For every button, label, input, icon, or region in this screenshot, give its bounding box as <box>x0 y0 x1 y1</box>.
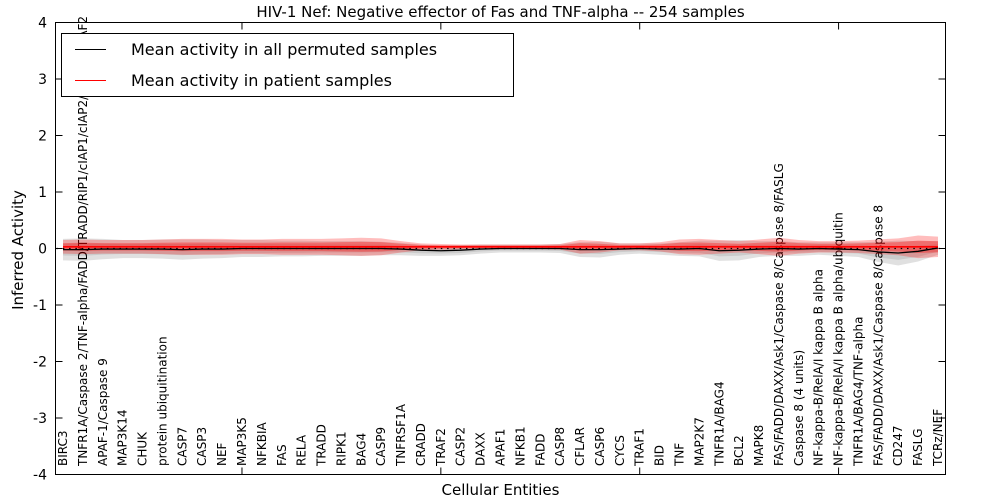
x-tick-label: NF-kappa-B/RelA/I kappa B alpha/ubiquiti… <box>832 212 846 466</box>
x-tick-label: NF-kappa-B/RelA/I kappa B alpha <box>812 269 826 466</box>
permuted-mean-line <box>63 247 939 254</box>
x-tick-label: TNFR1A/BAG4/TNF-alpha <box>851 317 865 467</box>
y-axis-label: Inferred Activity <box>9 190 27 310</box>
x-tick-label: TNFR1A/BAG4 <box>712 381 726 467</box>
y-tick-label: -4 <box>33 468 47 484</box>
patient-line-sample-icon <box>75 79 106 81</box>
x-tick-label: CASP7 <box>175 427 189 466</box>
x-tick-label: TRADD <box>315 424 329 467</box>
x-tick-label: APAF1 <box>494 429 508 466</box>
x-tick-label: CASP6 <box>593 427 607 466</box>
x-tick-label: FASLG <box>911 428 925 466</box>
x-tick-label: CRADD <box>414 423 428 466</box>
x-tick-label: TRAF1 <box>633 428 647 467</box>
x-tick-label: BIRC3 <box>56 430 70 466</box>
x-tick-label: NEF <box>215 442 229 466</box>
y-tick-label: -1 <box>33 298 47 314</box>
x-tick-label: CASP2 <box>454 427 468 466</box>
x-tick-label: APAF-1/Caspase 9 <box>96 358 110 466</box>
x-tick-label: CASP8 <box>553 427 567 466</box>
x-tick-label: DAXX <box>474 432 488 466</box>
x-tick-label: NFKB1 <box>513 426 527 466</box>
x-tick-label: CYCS <box>613 435 627 466</box>
y-tick-label: -2 <box>33 355 47 371</box>
y-tick-label: 3 <box>38 72 47 88</box>
x-tick-label: CD247 <box>891 425 905 466</box>
chart-title: HIV-1 Nef: Negative effector of Fas and … <box>256 3 745 21</box>
x-tick-label: BID <box>653 445 667 466</box>
x-tick-label: MAP2K7 <box>692 417 706 466</box>
legend-label-permuted: Mean activity in all permuted samples <box>131 40 438 60</box>
x-tick-label: BCL2 <box>732 435 746 466</box>
x-tick-label: TRAF2 <box>434 428 448 467</box>
x-tick-label: FAS/FADD/DAXX/Ask1/Caspase 8/Caspase 8/F… <box>772 163 786 466</box>
x-tick-label: NFKBIA <box>255 421 269 466</box>
x-tick-label: RELA <box>295 434 309 466</box>
x-tick-label: TCRz/NEF <box>931 409 945 467</box>
y-tick-label: 4 <box>38 16 47 32</box>
x-tick-label: MAPK8 <box>752 425 766 466</box>
x-tick-label: protein ubiquitination <box>155 336 169 466</box>
x-tick-label: FADD <box>533 434 547 467</box>
x-tick-label: CASP9 <box>374 427 388 466</box>
legend-entry-permuted: Mean activity in all permuted samples <box>62 35 513 65</box>
x-tick-label: TNFR1A/Caspase 2/TNF-alpha/FADD/TRADD/RI… <box>76 16 90 467</box>
permuted-line-sample-icon <box>75 49 106 51</box>
x-tick-label: CASP3 <box>195 427 209 466</box>
y-tick-label: -3 <box>33 411 47 427</box>
x-axis-label: Cellular Entities <box>441 481 560 499</box>
x-tick-label: FAS <box>275 444 289 466</box>
y-tick-label: 0 <box>38 242 47 258</box>
permuted-band-outer <box>63 238 938 266</box>
y-tick-label: 2 <box>38 129 47 145</box>
legend-label-patient: Mean activity in patient samples <box>131 70 392 90</box>
y-tick-label: 1 <box>38 185 47 201</box>
x-tick-label: MAP3K14 <box>116 409 130 466</box>
legend-entry-patient: Mean activity in patient samples <box>62 65 513 95</box>
x-tick-label: CHUK <box>136 431 150 466</box>
x-tick-label: Caspase 8 (4 units) <box>792 350 806 466</box>
x-tick-label: MAP3K5 <box>235 417 249 466</box>
x-tick-label: FAS/FADD/DAXX/Ask1/Caspase 8/Caspase 8 <box>871 205 885 466</box>
x-tick-label: BAG4 <box>354 433 368 466</box>
x-tick-label: RIPK1 <box>334 431 348 466</box>
legend: Mean activity in all permuted samples Me… <box>61 33 514 97</box>
x-tick-label: CFLAR <box>573 427 587 466</box>
x-tick-label: TNFRSF1A <box>394 403 408 467</box>
x-tick-label: TNF <box>672 443 686 467</box>
